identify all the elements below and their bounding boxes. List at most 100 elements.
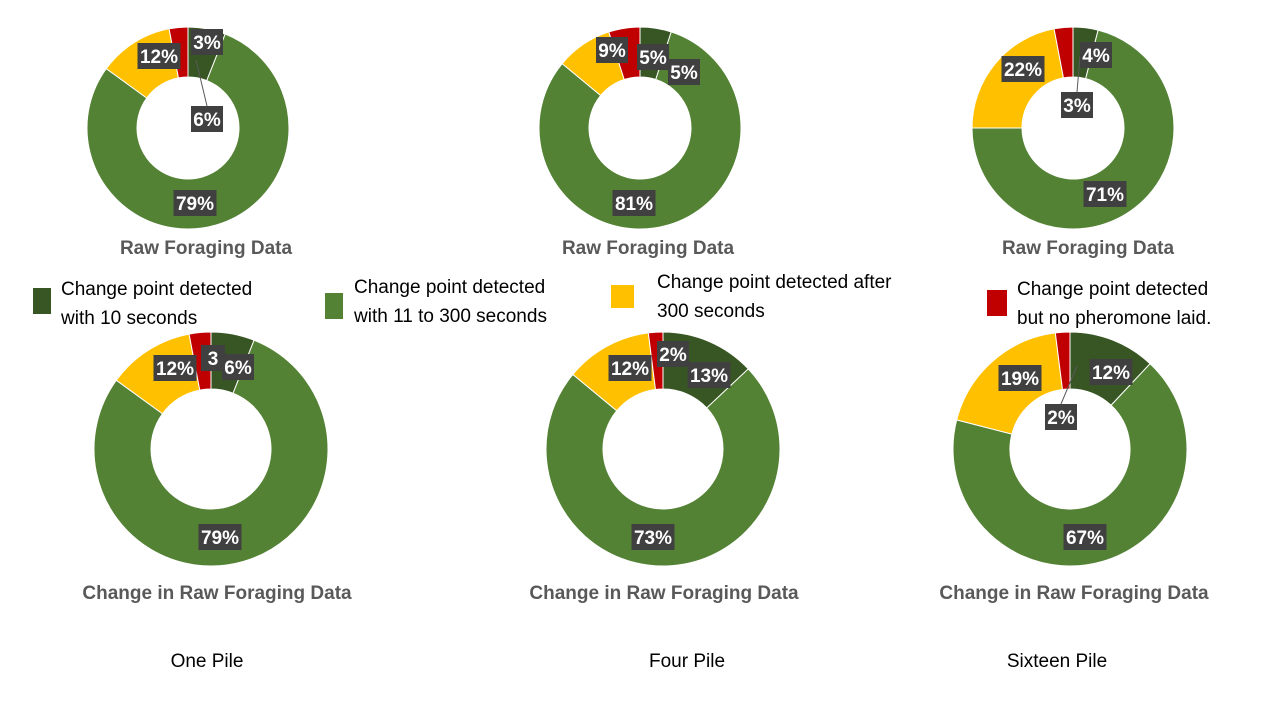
- data-label-text: 5%: [670, 63, 698, 84]
- legend-label-cat3-line2: 300 seconds: [657, 301, 765, 322]
- data-label-cat1: 13%: [687, 362, 731, 388]
- legend-label-cat2-line2: with 11 to 300 seconds: [353, 306, 547, 327]
- data-label-box: [222, 354, 254, 380]
- chart-title: Change in Raw Foraging Data: [82, 583, 352, 604]
- legend-label-cat1-line1: Change point detected: [61, 279, 252, 300]
- donut-segment-cat2: [971, 29, 1175, 230]
- data-label-box: [1061, 92, 1093, 118]
- data-label-cat2: 71%: [1083, 181, 1127, 207]
- data-label-cat4: 3%: [1061, 92, 1093, 118]
- legend-label-cat2-line1: Change point detected: [354, 277, 545, 298]
- data-label-text: 71%: [1086, 185, 1124, 206]
- data-label-cat3: 12%: [608, 355, 652, 381]
- donut-segment-cat2: [545, 368, 781, 567]
- data-label-text: 22%: [1004, 60, 1042, 81]
- legend: Change point detected with 10 seconds Ch…: [33, 272, 1211, 329]
- data-label-text: 6%: [193, 110, 221, 131]
- chart-title: Raw Foraging Data: [1002, 238, 1175, 259]
- data-label-text: 81%: [615, 194, 653, 215]
- data-label-box: [687, 362, 731, 388]
- data-label-cat4: 5%: [637, 44, 669, 70]
- pile-label-sixteen: Sixteen Pile: [1007, 651, 1107, 672]
- data-label-cat3: 12%: [153, 355, 197, 381]
- data-label-box: [612, 190, 656, 216]
- data-label-box: [998, 365, 1042, 391]
- legend-label-cat4-line1: Change point detected: [1017, 279, 1208, 300]
- charts-layer: 6% 79% 12% 3% Raw Foraging Data 5% 81% 9% 5% Raw …: [82, 26, 1209, 604]
- leader-line: [1076, 55, 1081, 93]
- legend-item-cat3: Change point detected after 300 seconds: [611, 272, 892, 322]
- data-label-box: [153, 355, 197, 381]
- legend-label-cat1-line2: with 10 seconds: [60, 308, 197, 329]
- data-label-text: 3: [208, 349, 219, 370]
- data-label-box: [631, 524, 675, 550]
- legend-swatch-cat2: [325, 293, 343, 319]
- data-label-box: [198, 524, 242, 550]
- data-label-cat4: 3: [201, 345, 225, 371]
- data-label-text: 19%: [1001, 369, 1039, 390]
- data-label-box: [137, 43, 181, 69]
- data-label-cat1: 12%: [1089, 359, 1133, 385]
- donut-chart-5: 13% 73% 12% 2% Change in Raw Foraging Data: [529, 331, 799, 604]
- legend-swatch-cat4: [987, 290, 1007, 316]
- legend-item-cat4: Change point detected but no pheromone l…: [987, 279, 1211, 329]
- data-label-cat4: 2%: [1045, 404, 1077, 430]
- data-label-cat2: 79%: [173, 190, 217, 216]
- data-label-text: 67%: [1066, 528, 1104, 549]
- data-label-cat3: 22%: [1001, 56, 1045, 82]
- data-label-text: 12%: [140, 47, 178, 68]
- leader-line: [1060, 365, 1078, 405]
- data-label-text: 12%: [1092, 363, 1130, 384]
- donut-chart-3: 4% 71% 22% 3% Raw Foraging Data: [971, 26, 1175, 259]
- legend-label-cat4-line2: but no pheromone laid.: [1017, 308, 1211, 329]
- data-label-cat2: 73%: [631, 524, 675, 550]
- data-label-box: [1089, 359, 1133, 385]
- chart-title: Raw Foraging Data: [120, 238, 293, 259]
- donut-chart-1: 6% 79% 12% 3% Raw Foraging Data: [86, 26, 293, 259]
- data-label-box: [173, 190, 217, 216]
- data-label-text: 12%: [611, 359, 649, 380]
- donut-segment-cat2: [86, 33, 290, 230]
- data-label-text: 79%: [201, 528, 239, 549]
- data-label-cat2: 79%: [198, 524, 242, 550]
- legend-item-cat1: Change point detected with 10 seconds: [33, 279, 252, 329]
- data-label-box: [191, 106, 223, 132]
- data-label-text: 5%: [639, 48, 667, 69]
- pile-label-four: Four Pile: [649, 651, 725, 672]
- donut-chart-6: 12% 67% 19% 2% Change in Raw Foraging Data: [939, 331, 1209, 604]
- data-label-box: [668, 59, 700, 85]
- data-label-cat4: 2%: [657, 341, 689, 367]
- donut-segment-cat2: [952, 363, 1188, 567]
- data-label-cat1: 4%: [1080, 42, 1112, 68]
- data-label-box: [1080, 42, 1112, 68]
- data-label-box: [1045, 404, 1077, 430]
- chart-title: Raw Foraging Data: [562, 238, 735, 259]
- data-label-box: [657, 341, 689, 367]
- data-label-cat2: 67%: [1063, 524, 1107, 550]
- data-label-box: [191, 29, 223, 55]
- data-label-text: 9%: [598, 41, 626, 62]
- data-label-box: [608, 355, 652, 381]
- data-label-cat3: 9%: [596, 37, 628, 63]
- chart-title: Change in Raw Foraging Data: [529, 583, 799, 604]
- data-label-cat3: 12%: [137, 43, 181, 69]
- data-label-text: 3%: [1063, 96, 1091, 117]
- data-label-box: [637, 44, 669, 70]
- data-label-text: 3%: [193, 33, 221, 54]
- legend-swatch-cat3: [611, 285, 634, 308]
- data-label-text: 6%: [224, 358, 252, 379]
- data-label-cat3: 19%: [998, 365, 1042, 391]
- pile-labels: One Pile Four Pile Sixteen Pile: [171, 651, 1108, 672]
- data-label-box: [596, 37, 628, 63]
- data-label-cat1: 5%: [668, 59, 700, 85]
- leader-line: [195, 59, 208, 107]
- data-label-cat1: 6%: [222, 354, 254, 380]
- data-label-cat2: 81%: [612, 190, 656, 216]
- legend-item-cat2: Change point detected with 11 to 300 sec…: [325, 277, 547, 327]
- data-label-box: [1083, 181, 1127, 207]
- data-label-text: 2%: [1047, 408, 1075, 429]
- data-label-box: [201, 345, 225, 371]
- chart-title: Change in Raw Foraging Data: [939, 583, 1209, 604]
- donut-segment-cat2: [93, 339, 329, 567]
